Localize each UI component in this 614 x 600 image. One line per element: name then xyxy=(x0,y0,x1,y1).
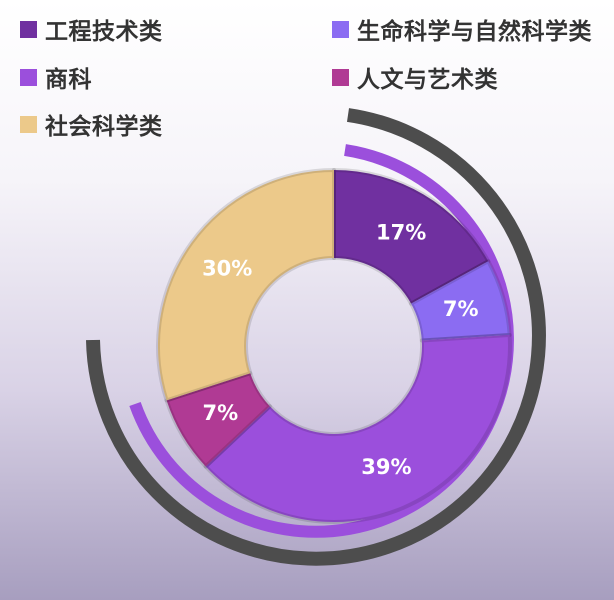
decorative-outer-arc xyxy=(86,108,546,566)
legend-swatch-humanities-arts xyxy=(332,68,349,86)
donut-slices xyxy=(156,168,512,524)
legend-label-business: 商科 xyxy=(45,67,92,93)
legend-label-engineering: 工程技术类 xyxy=(45,19,163,45)
legend-swatch-life-natural-science xyxy=(332,20,349,38)
slice-engineering xyxy=(332,168,491,306)
legend-label-social-science: 社会科学类 xyxy=(45,114,163,140)
legend-item-social-science: 社会科学类 xyxy=(20,107,163,141)
slice-business xyxy=(203,332,512,524)
legend-item-engineering: 工程技术类 xyxy=(20,12,163,46)
data-label-engineering: 17% xyxy=(376,220,426,244)
legend-label-humanities-arts: 人文与艺术类 xyxy=(357,67,498,93)
legend-swatch-engineering xyxy=(20,20,37,38)
data-label-social-science: 30% xyxy=(202,256,252,280)
data-label-business: 39% xyxy=(361,455,411,479)
slice-humanities-arts xyxy=(164,371,272,469)
legend-item-humanities-arts: 人文与艺术类 xyxy=(332,60,498,94)
slice-social-science xyxy=(156,168,336,403)
slice-life-natural-science xyxy=(409,259,512,343)
legend-item-life-natural-science: 生命科学与自然科学类 xyxy=(332,12,592,46)
donut-labels: 17% 7% 39% 7% 30% xyxy=(202,220,479,479)
legend-item-business: 商科 xyxy=(20,60,92,94)
legend-swatch-business xyxy=(20,68,37,86)
data-label-life-natural-science: 7% xyxy=(443,297,479,321)
chart-legend: 工程技术类 生命科学与自然科学类 商科 人文与艺术类 社会科学类 xyxy=(0,0,614,140)
legend-label-life-natural-science: 生命科学与自然科学类 xyxy=(357,19,592,45)
legend-swatch-social-science xyxy=(20,115,37,133)
data-label-humanities-arts: 7% xyxy=(203,401,239,425)
